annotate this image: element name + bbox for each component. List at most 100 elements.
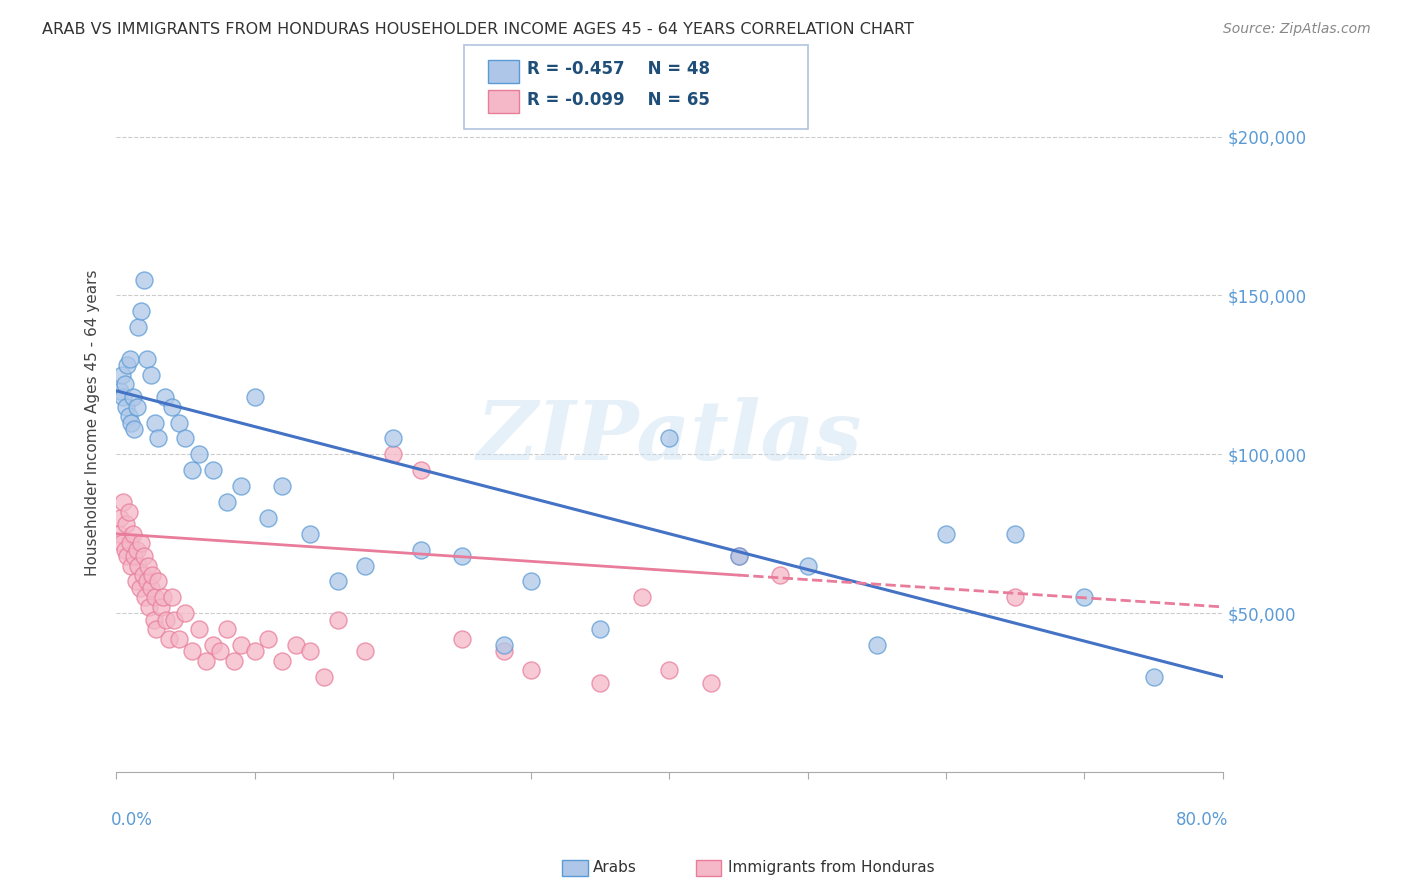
Point: [769, 568, 792, 582]
Point: [202, 638, 225, 652]
Text: 0.0%: 0.0%: [111, 811, 153, 829]
Point: [451, 549, 474, 563]
Point: [157, 632, 180, 646]
Point: [160, 591, 183, 605]
Point: [1004, 526, 1026, 541]
Point: [298, 526, 321, 541]
Point: [1142, 670, 1164, 684]
Point: [145, 622, 167, 636]
Point: [700, 676, 723, 690]
Text: Source: ZipAtlas.com: Source: ZipAtlas.com: [1223, 22, 1371, 37]
Point: [271, 479, 294, 493]
Point: [135, 574, 157, 589]
Point: [589, 676, 612, 690]
Text: Immigrants from Honduras: Immigrants from Honduras: [728, 861, 935, 875]
Point: [381, 432, 404, 446]
Point: [935, 526, 957, 541]
Text: ARAB VS IMMIGRANTS FROM HONDURAS HOUSEHOLDER INCOME AGES 45 - 64 YEARS CORRELATI: ARAB VS IMMIGRANTS FROM HONDURAS HOUSEHO…: [42, 22, 914, 37]
Point: [195, 654, 218, 668]
Point: [125, 542, 148, 557]
Point: [229, 479, 252, 493]
Point: [727, 549, 749, 563]
Point: [243, 644, 266, 658]
Point: [167, 632, 190, 646]
Point: [143, 591, 166, 605]
Point: [115, 400, 138, 414]
Point: [257, 632, 280, 646]
Point: [409, 463, 432, 477]
Point: [271, 654, 294, 668]
Point: [131, 568, 153, 582]
Point: [120, 536, 142, 550]
Point: [312, 670, 335, 684]
Point: [138, 599, 160, 614]
Point: [326, 613, 349, 627]
Point: [174, 607, 197, 621]
Point: [326, 574, 349, 589]
Point: [141, 568, 163, 582]
Point: [492, 638, 515, 652]
Point: [381, 447, 404, 461]
Point: [492, 644, 515, 658]
Point: [153, 390, 176, 404]
Y-axis label: Householder Income Ages 45 - 64 years: Householder Income Ages 45 - 64 years: [86, 269, 100, 576]
Point: [120, 351, 142, 366]
Point: [112, 390, 135, 404]
Point: [110, 511, 132, 525]
Point: [134, 591, 156, 605]
Point: [181, 644, 204, 658]
Point: [152, 591, 174, 605]
Point: [1004, 591, 1026, 605]
Text: R = -0.457    N = 48: R = -0.457 N = 48: [527, 60, 710, 78]
Point: [215, 622, 238, 636]
Point: [143, 416, 166, 430]
Text: ZIPatlas: ZIPatlas: [477, 397, 862, 476]
Point: [108, 526, 131, 541]
Point: [208, 644, 231, 658]
Point: [114, 377, 136, 392]
Point: [139, 368, 162, 382]
Point: [127, 320, 149, 334]
Point: [146, 574, 169, 589]
Point: [121, 416, 143, 430]
Point: [188, 447, 211, 461]
Point: [163, 613, 186, 627]
Point: [1073, 591, 1095, 605]
Point: [127, 558, 149, 573]
Point: [136, 558, 159, 573]
Point: [122, 526, 145, 541]
Point: [124, 574, 146, 589]
Point: [257, 511, 280, 525]
Point: [132, 272, 155, 286]
Point: [122, 422, 145, 436]
Point: [727, 549, 749, 563]
Point: [229, 638, 252, 652]
Point: [520, 574, 543, 589]
Text: R = -0.099    N = 65: R = -0.099 N = 65: [527, 91, 710, 109]
Point: [589, 622, 612, 636]
Point: [222, 654, 245, 668]
Point: [797, 558, 820, 573]
Point: [139, 581, 162, 595]
Point: [111, 536, 134, 550]
Point: [167, 416, 190, 430]
Point: [146, 432, 169, 446]
Point: [142, 613, 165, 627]
Point: [112, 495, 135, 509]
Text: 80.0%: 80.0%: [1175, 811, 1229, 829]
Point: [110, 384, 132, 398]
Point: [658, 664, 681, 678]
Point: [160, 400, 183, 414]
Point: [202, 463, 225, 477]
Point: [129, 304, 152, 318]
Point: [125, 400, 148, 414]
Point: [451, 632, 474, 646]
Point: [132, 549, 155, 563]
Point: [114, 542, 136, 557]
Point: [409, 542, 432, 557]
Point: [174, 432, 197, 446]
Point: [122, 549, 145, 563]
Point: [121, 558, 143, 573]
Point: [298, 644, 321, 658]
Point: [129, 536, 152, 550]
